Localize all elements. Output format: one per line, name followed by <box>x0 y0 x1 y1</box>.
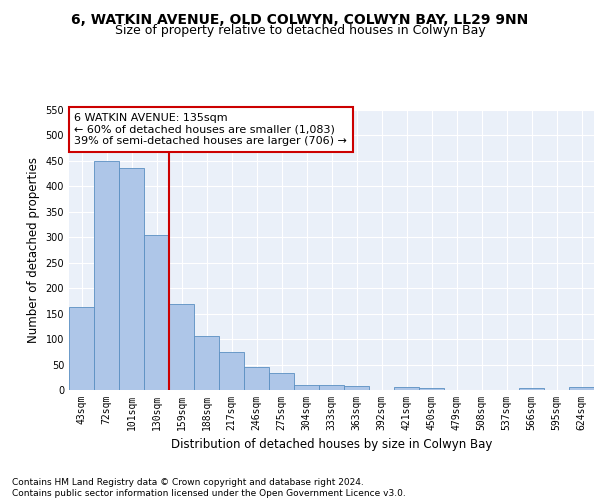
Bar <box>94 161 119 390</box>
Bar <box>169 304 194 390</box>
Bar <box>219 352 244 390</box>
Y-axis label: Number of detached properties: Number of detached properties <box>27 157 40 343</box>
Bar <box>244 367 269 390</box>
Bar <box>519 388 544 390</box>
Bar <box>344 386 369 390</box>
Text: Contains HM Land Registry data © Crown copyright and database right 2024.
Contai: Contains HM Land Registry data © Crown c… <box>12 478 406 498</box>
X-axis label: Distribution of detached houses by size in Colwyn Bay: Distribution of detached houses by size … <box>171 438 492 452</box>
Bar <box>144 234 169 390</box>
Text: 6, WATKIN AVENUE, OLD COLWYN, COLWYN BAY, LL29 9NN: 6, WATKIN AVENUE, OLD COLWYN, COLWYN BAY… <box>71 12 529 26</box>
Bar <box>319 385 344 390</box>
Bar <box>394 388 419 390</box>
Bar <box>119 168 144 390</box>
Text: 6 WATKIN AVENUE: 135sqm
← 60% of detached houses are smaller (1,083)
39% of semi: 6 WATKIN AVENUE: 135sqm ← 60% of detache… <box>74 113 347 146</box>
Bar <box>194 336 219 390</box>
Bar <box>69 307 94 390</box>
Bar <box>269 373 294 390</box>
Bar <box>419 388 444 390</box>
Text: Size of property relative to detached houses in Colwyn Bay: Size of property relative to detached ho… <box>115 24 485 37</box>
Bar <box>294 385 319 390</box>
Bar <box>569 388 594 390</box>
